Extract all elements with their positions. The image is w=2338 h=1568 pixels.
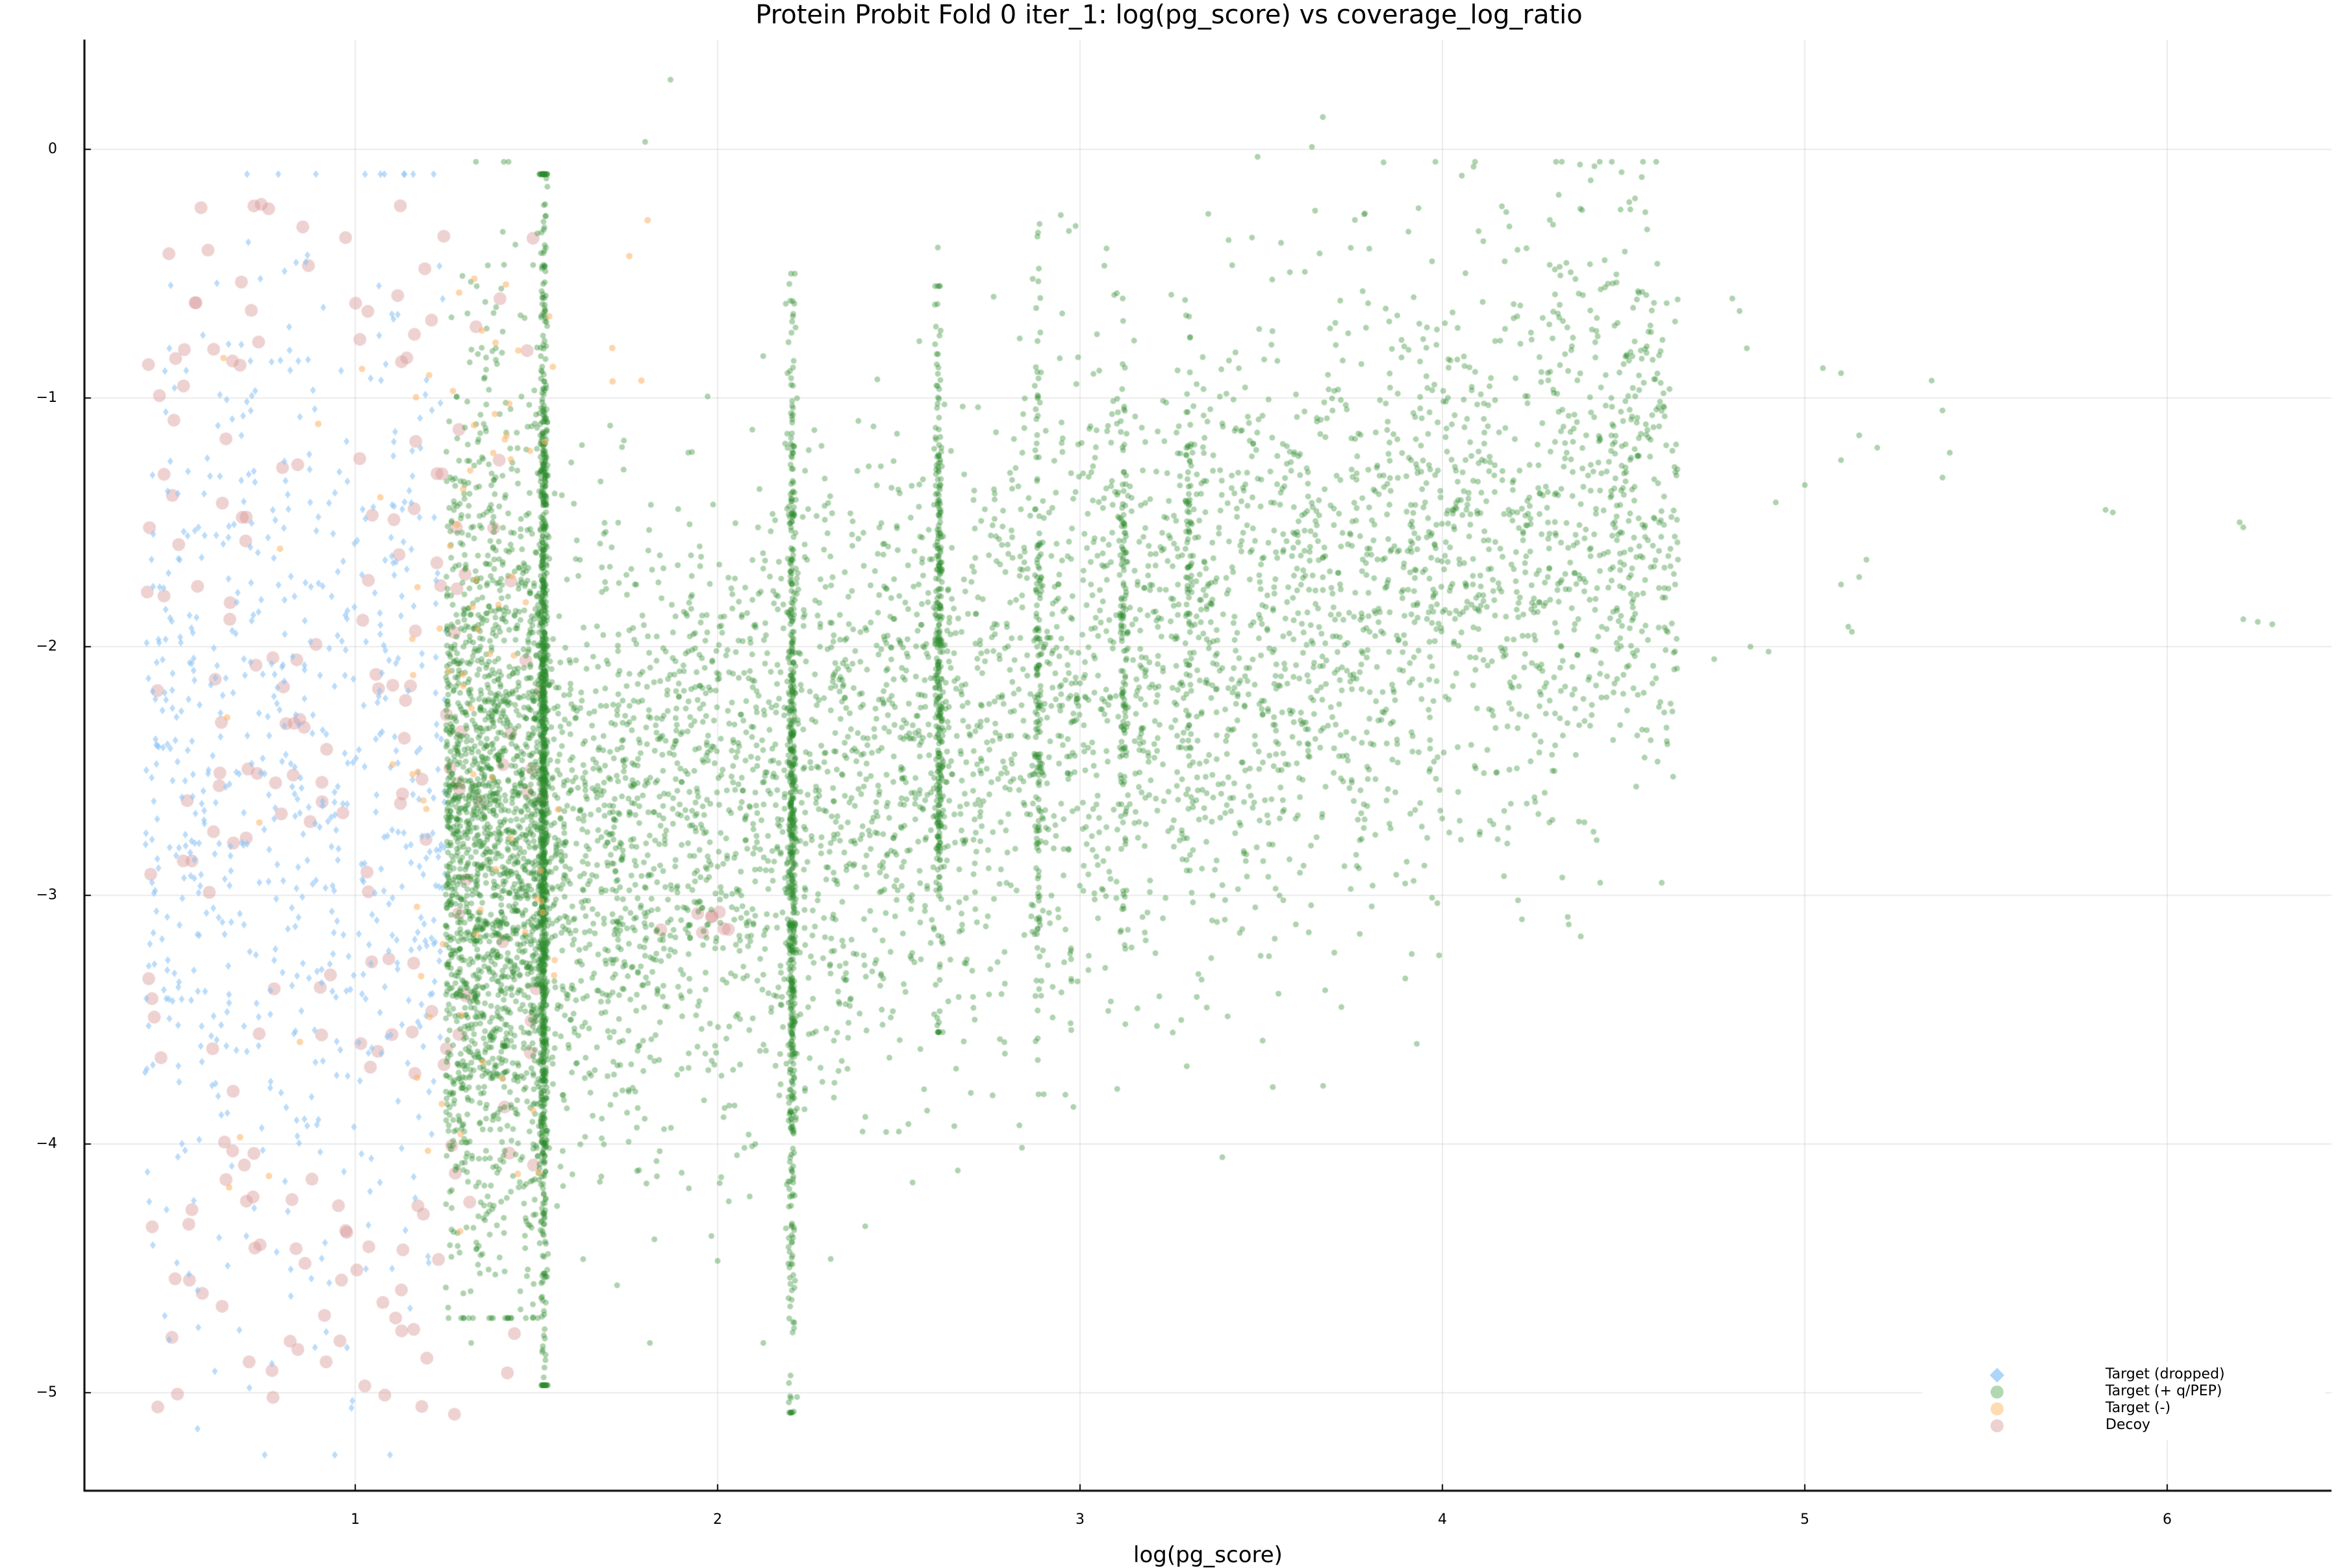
x-tick-label: 3: [1075, 1512, 1085, 1528]
x-tick-label: 1: [351, 1512, 360, 1528]
legend-label: Target (+ q/PEP): [2105, 1383, 2222, 1399]
y-tick-label: −2: [36, 638, 57, 654]
legend: Target (dropped) Target (+ q/PEP) Target…: [1922, 1362, 2325, 1440]
diamond-marker-icon: [1989, 1367, 2005, 1383]
circle-marker-icon: [1991, 1402, 2004, 1415]
legend-item-target-dropped: Target (dropped): [1922, 1366, 2325, 1383]
circle-marker-icon: [1991, 1386, 2004, 1399]
y-tick-label: −5: [36, 1384, 57, 1400]
x-tick-label: 6: [2163, 1512, 2172, 1528]
legend-item-decoy: Decoy: [1922, 1417, 2325, 1434]
legend-item-target-minus: Target (-): [1922, 1400, 2325, 1417]
y-tick-label: −3: [36, 887, 57, 903]
x-tick-label: 5: [1800, 1512, 1809, 1528]
x-tick-label: 4: [1438, 1512, 1447, 1528]
y-tick-label: −1: [36, 390, 57, 406]
legend-item-target-qpep: Target (+ q/PEP): [1922, 1383, 2325, 1400]
legend-label: Target (-): [2105, 1400, 2171, 1416]
legend-label: Target (dropped): [2105, 1366, 2225, 1382]
y-tick-label: −4: [36, 1136, 57, 1152]
circle-marker-icon: [1991, 1419, 2004, 1432]
y-tick-label: 0: [48, 141, 57, 157]
chart-title: Protein Probit Fold 0 iter_1: log(pg_sco…: [755, 0, 1583, 30]
x-tick-label: 2: [713, 1512, 722, 1528]
x-axis-label: log(pg_score): [1133, 1542, 1283, 1568]
legend-label: Decoy: [2105, 1417, 2151, 1433]
